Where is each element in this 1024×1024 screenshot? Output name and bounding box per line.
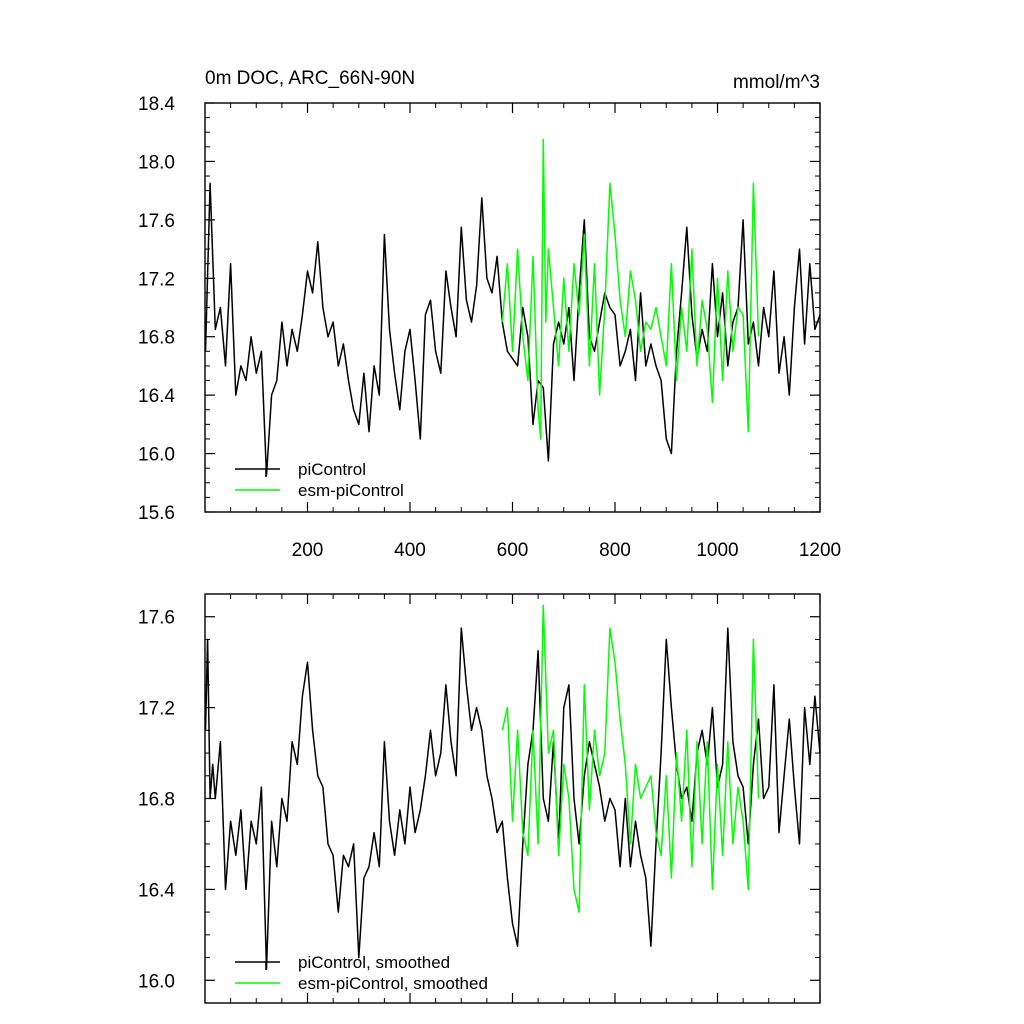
units-label: mmol/m^3 (733, 72, 820, 93)
panel-top: 0m DOC, ARC_66N-90N mmol/m^3 200 400 600 80… (138, 68, 841, 561)
legend-label-esm-picontrol-smoothed: esm-piControl, smoothed (298, 974, 488, 993)
y-tick-label: 16.4 (138, 880, 175, 901)
y-tick-label: 16.0 (138, 445, 175, 466)
y-tick-label: 17.6 (138, 608, 175, 629)
y-tick-label: 17.2 (138, 269, 175, 290)
x-tick-label: 200 (292, 540, 324, 561)
y-tick-label: 18.4 (138, 94, 175, 115)
y-tick-label: 16.8 (138, 328, 175, 349)
legend-label-esm-picontrol: esm-piControl (298, 481, 404, 500)
series-line-esm-picontrol-smoothed (501, 604, 760, 913)
x-tick-label: 800 (599, 540, 631, 561)
legend-top: piControl esm-piControl (235, 460, 404, 500)
chart-title: 0m DOC, ARC_66N-90N (205, 68, 415, 89)
series-line-esm-picontrol (501, 138, 760, 440)
x-tick-label: 400 (394, 540, 426, 561)
x-tick-label: 1200 (799, 540, 841, 561)
legend-bottom: piControl, smoothed esm-piControl, smoot… (235, 953, 488, 993)
y-tick-label: 16.0 (138, 971, 175, 992)
y-tick-label: 16.8 (138, 790, 175, 811)
x-tick-label: 1000 (696, 540, 738, 561)
series-line-picontrol-smoothed (204, 627, 821, 970)
legend-label-picontrol: piControl (298, 460, 366, 479)
y-tick-label: 17.2 (138, 699, 175, 720)
plot-frame-top (204, 102, 821, 513)
y-tick-label: 17.6 (138, 211, 175, 232)
series-line-picontrol (204, 182, 821, 477)
x-tick-label: 600 (497, 540, 529, 561)
y-tick-label: 18.0 (138, 152, 175, 173)
y-tick-label: 15.6 (138, 503, 175, 524)
y-tick-label: 16.4 (138, 386, 175, 407)
plot-frame-bottom (204, 593, 821, 1004)
legend-label-picontrol-smoothed: piControl, smoothed (298, 953, 450, 972)
panel-bottom: 16.0 16.4 16.8 17.2 17.6 piControl, smoothed… (138, 593, 821, 1004)
